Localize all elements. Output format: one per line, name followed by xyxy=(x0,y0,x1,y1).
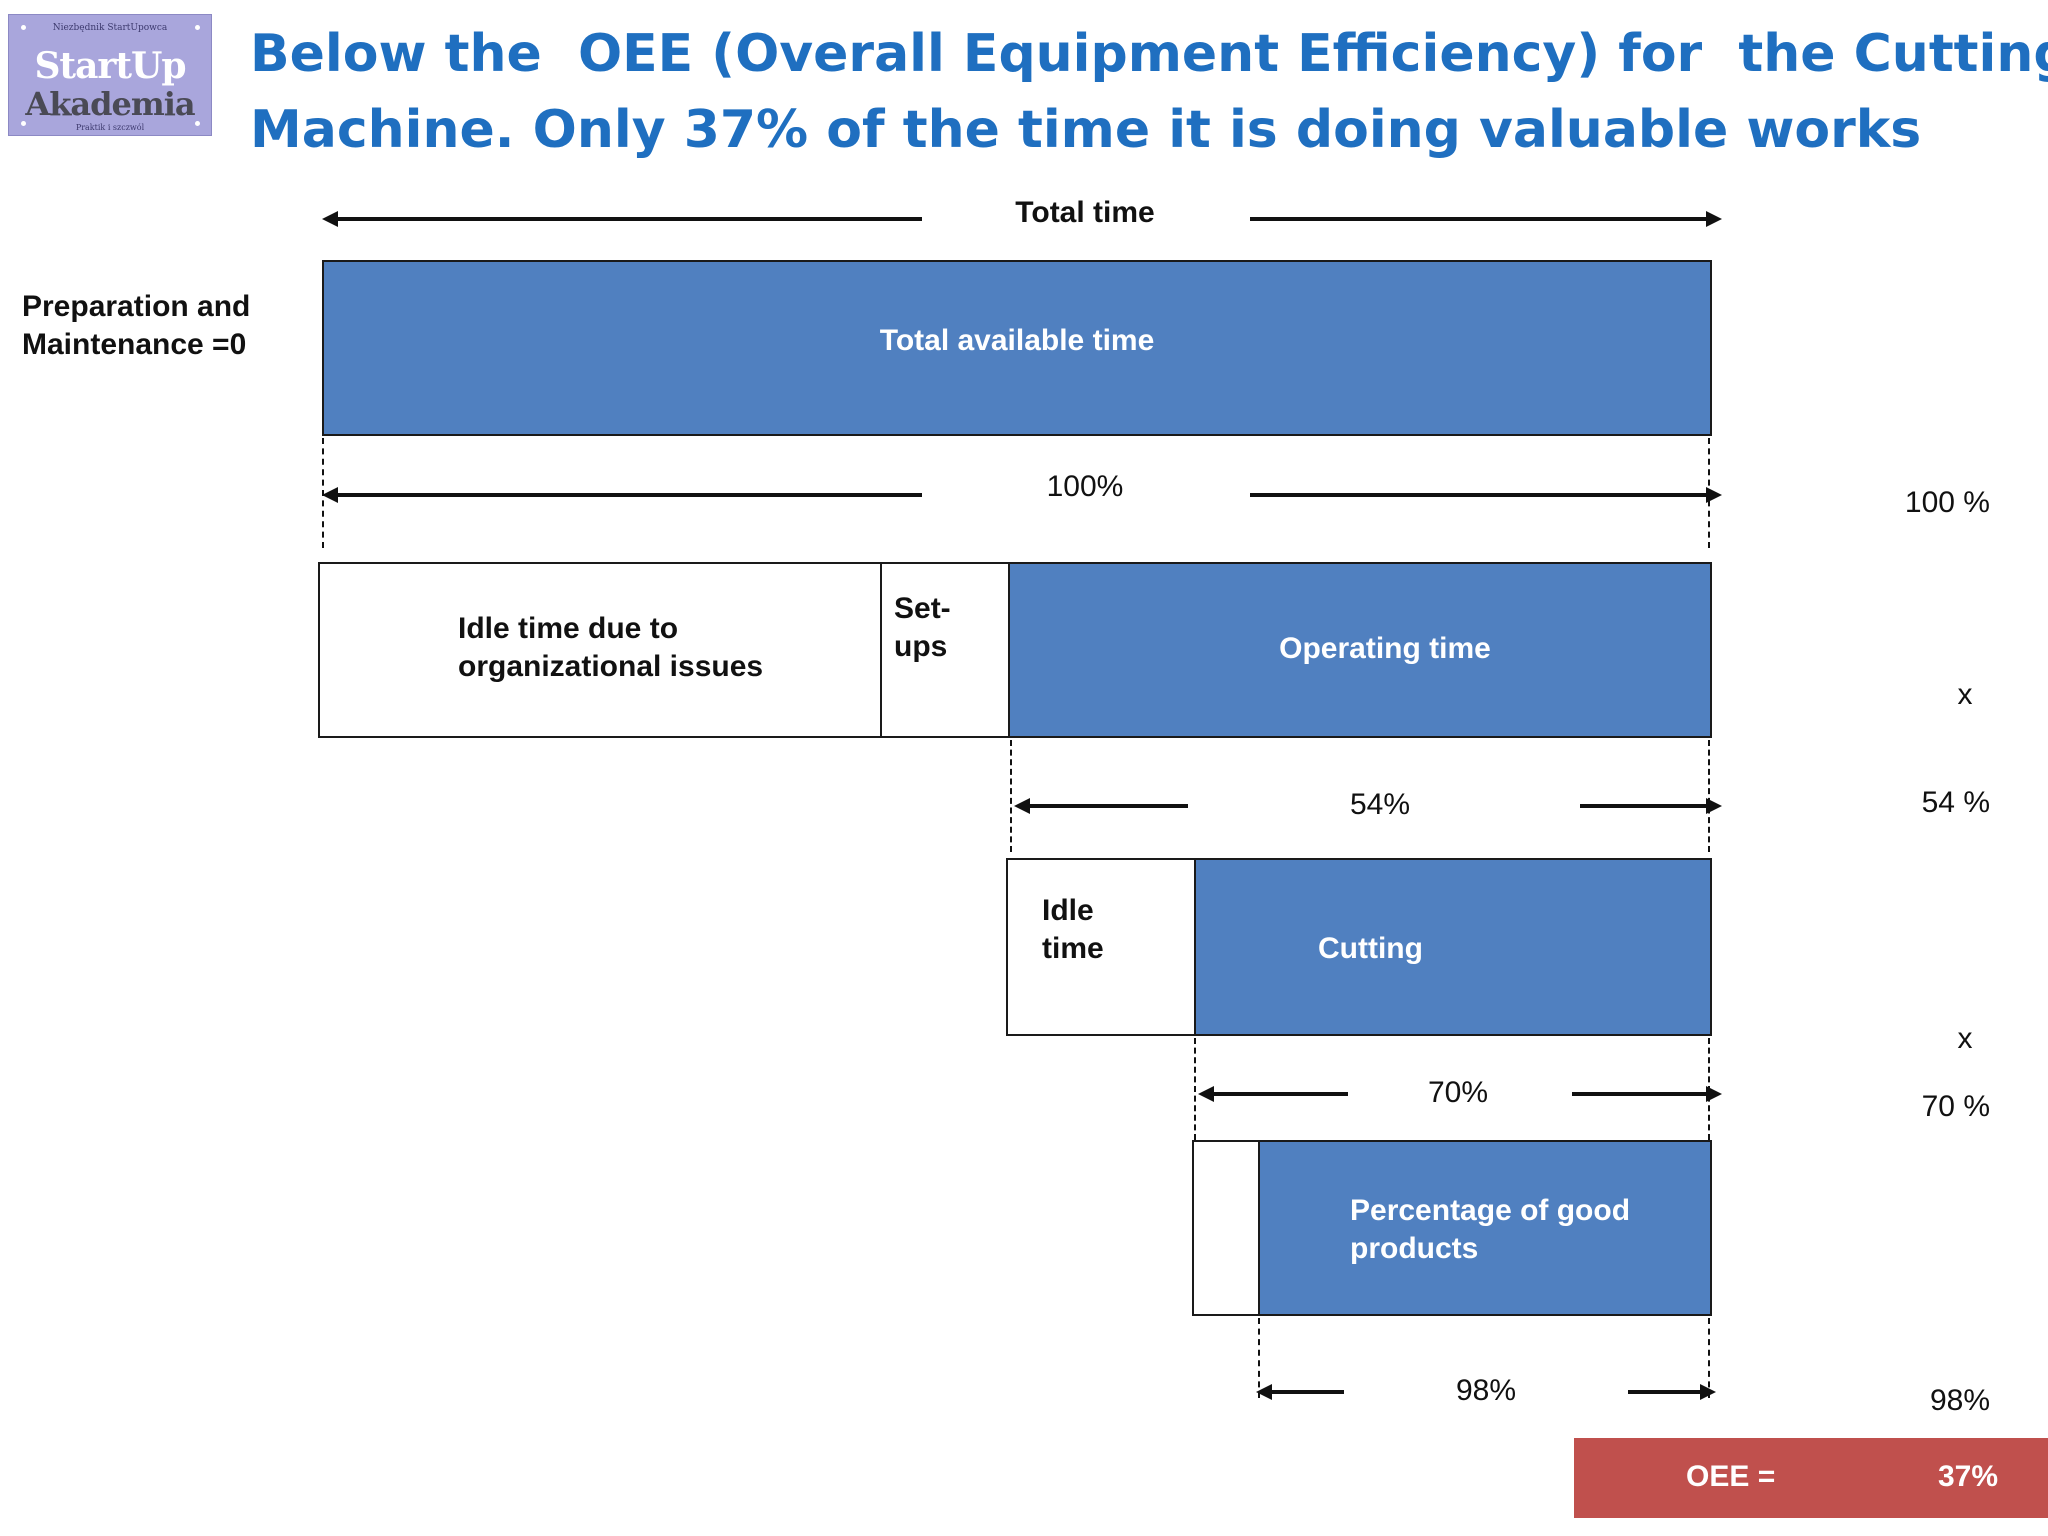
idle-line2: time xyxy=(1042,932,1104,965)
idle-time-box xyxy=(1006,858,1196,1036)
arrow-left-icon xyxy=(322,211,338,227)
good-products-label: Percentage of good products xyxy=(1350,1192,1700,1268)
dashed-guide xyxy=(1258,1318,1260,1398)
right-pct-54: 54 % xyxy=(1921,786,1990,819)
idle-time-label: Idle time xyxy=(1042,892,1182,968)
right-pct-98: 98% xyxy=(1929,1384,1990,1417)
idle-organizational-label: Idle time due to organizational issues xyxy=(458,610,868,686)
oee-label: OEE = xyxy=(1686,1460,1776,1493)
arrow-line xyxy=(1212,1092,1348,1096)
logo-line2: Akademia xyxy=(25,85,195,123)
pct-100-label: 100% xyxy=(1046,470,1124,503)
setups-box xyxy=(880,562,1010,738)
cutting-label: Cutting xyxy=(1318,932,1423,965)
arrow-left-icon xyxy=(1256,1384,1272,1400)
idle-org-line2: organizational issues xyxy=(458,650,764,683)
dashed-guide xyxy=(1010,740,1012,852)
cutting-bar xyxy=(1194,858,1712,1036)
idle-org-line1: Idle time due to xyxy=(458,612,679,645)
startup-akademia-logo: Niezbędnik StartUpowca StartUp Akademia … xyxy=(8,14,212,136)
arrow-line xyxy=(1628,1390,1708,1394)
arrow-line xyxy=(1572,1092,1710,1096)
arrow-left-icon xyxy=(1014,798,1030,814)
logo-dot xyxy=(21,25,26,30)
title-line2: Machine. Only 37% of the time it is doin… xyxy=(250,100,1922,160)
arrow-line xyxy=(1580,804,1710,808)
arrow-left-icon xyxy=(1198,1086,1214,1102)
arrow-line xyxy=(1028,804,1188,808)
arrow-line xyxy=(336,493,922,497)
title-line1: Below the OEE (Overall Equipment Efficie… xyxy=(250,24,2048,84)
oee-value: 37% xyxy=(1937,1460,1998,1493)
prep-line2: Maintenance =0 xyxy=(22,328,247,361)
right-pct-70: 70 % xyxy=(1921,1090,1990,1123)
good-line1: Percentage of good xyxy=(1350,1194,1631,1227)
logo-dot xyxy=(195,121,200,126)
logo-dot xyxy=(21,121,26,126)
total-time-label: Total time xyxy=(1015,196,1155,229)
defects-box xyxy=(1192,1140,1260,1316)
logo-dot xyxy=(195,25,200,30)
arrow-right-icon xyxy=(1700,1384,1716,1400)
prep-line1: Preparation and xyxy=(22,290,251,323)
good-products-bar xyxy=(1258,1140,1712,1316)
operating-time-label: Operating time xyxy=(1279,632,1491,665)
setups-label: Set- ups xyxy=(894,590,1004,666)
arrow-line xyxy=(1270,1390,1344,1394)
dashed-guide xyxy=(1194,1038,1196,1140)
total-available-time-bar xyxy=(322,260,1712,436)
dashed-guide xyxy=(1708,1318,1710,1398)
arrow-left-icon xyxy=(322,487,338,503)
preparation-maintenance-label: Preparation and Maintenance =0 xyxy=(22,288,312,364)
logo-bottom-text: Praktik i szczwól xyxy=(75,123,145,132)
arrow-right-icon xyxy=(1706,798,1722,814)
setups-line1: Set- xyxy=(894,592,951,625)
arrow-right-icon xyxy=(1706,211,1722,227)
right-pct-100: 100 % xyxy=(1904,486,1990,519)
multiply-sign: x xyxy=(1957,1022,1973,1055)
arrow-line xyxy=(336,217,922,221)
dashed-guide xyxy=(1708,740,1710,852)
multiply-sign: x xyxy=(1957,678,1973,711)
pct-98-label: 98% xyxy=(1455,1374,1517,1407)
idle-line1: Idle xyxy=(1042,894,1094,927)
pct-54-label: 54% xyxy=(1349,788,1411,821)
logo-top-text: Niezbędnik StartUpowca xyxy=(52,23,168,33)
slide-title: Below the OEE (Overall Equipment Efficie… xyxy=(250,16,2048,168)
arrow-right-icon xyxy=(1706,1086,1722,1102)
arrow-line xyxy=(1250,217,1710,221)
logo-line1: StartUp xyxy=(34,45,186,87)
setups-line2: ups xyxy=(894,630,948,663)
pct-70-label: 70% xyxy=(1427,1076,1489,1109)
operating-time-bar xyxy=(1008,562,1712,738)
total-available-time-label: Total available time xyxy=(879,324,1155,357)
good-line2: products xyxy=(1350,1232,1479,1265)
oee-result-box: OEE = 37% xyxy=(1574,1438,2048,1518)
arrow-line xyxy=(1250,493,1710,497)
arrow-right-icon xyxy=(1706,487,1722,503)
